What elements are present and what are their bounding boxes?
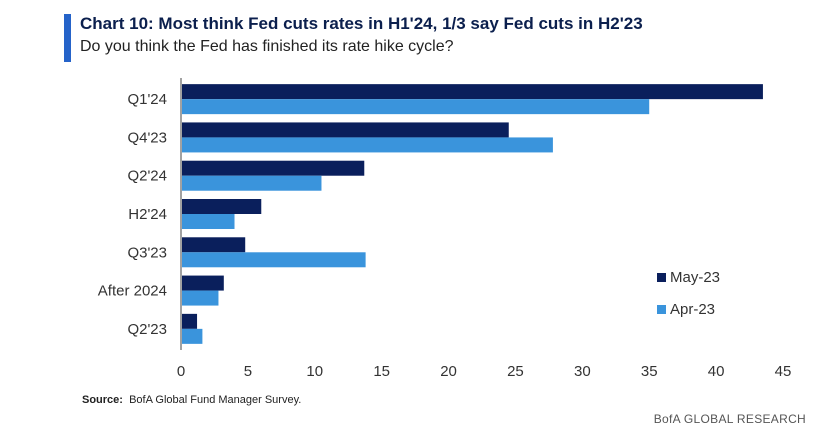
bar-apr-23-3 — [182, 214, 235, 229]
bar-may-23-5 — [182, 275, 224, 291]
source-note: Source: BofA Global Fund Manager Survey. — [82, 394, 301, 406]
source-label: Source: — [82, 394, 123, 406]
category-label: H2'24 — [128, 206, 167, 223]
source-text: BofA Global Fund Manager Survey. — [129, 394, 302, 406]
x-tick-label: 20 — [440, 363, 457, 380]
legend-swatch-apr-23 — [657, 305, 666, 314]
x-tick-label: 0 — [177, 363, 185, 380]
bar-may-23-3 — [182, 199, 262, 214]
bar-apr-23-1 — [182, 137, 553, 153]
bar-apr-23-6 — [182, 328, 203, 344]
x-tick-label: 35 — [641, 363, 658, 380]
bar-may-23-0 — [182, 84, 763, 100]
category-label: Q4'23 — [127, 129, 167, 146]
category-label: Q1'24 — [127, 91, 167, 108]
bar-may-23-4 — [182, 237, 246, 253]
x-tick-label: 5 — [244, 363, 252, 380]
bar-may-23-2 — [182, 160, 365, 176]
legend-label: Apr-23 — [670, 301, 715, 318]
x-tick-label: 25 — [507, 363, 524, 380]
bar-may-23-6 — [182, 313, 198, 329]
bar-apr-23-2 — [182, 175, 322, 191]
bar-apr-23-0 — [182, 99, 650, 115]
brand-footer: BofA GLOBAL RESEARCH — [653, 412, 806, 426]
legend-swatch-may-23 — [657, 273, 666, 282]
category-label: Q2'23 — [127, 321, 167, 338]
x-tick-label: 10 — [306, 363, 323, 380]
category-label: Q2'24 — [127, 168, 167, 185]
bar-may-23-1 — [182, 122, 509, 138]
title-accent-bar — [64, 14, 71, 62]
category-label: Q3'23 — [127, 244, 167, 261]
x-tick-label: 15 — [373, 363, 390, 380]
x-tick-label: 45 — [775, 363, 792, 380]
bar-apr-23-5 — [182, 290, 219, 306]
x-tick-label: 40 — [708, 363, 725, 380]
chart-title: Chart 10: Most think Fed cuts rates in H… — [80, 14, 643, 33]
bar-apr-23-4 — [182, 252, 366, 268]
chart-subtitle: Do you think the Fed has finished its ra… — [80, 38, 454, 55]
x-tick-label: 30 — [574, 363, 591, 380]
legend-label: May-23 — [670, 269, 720, 286]
category-label: After 2024 — [98, 283, 167, 300]
